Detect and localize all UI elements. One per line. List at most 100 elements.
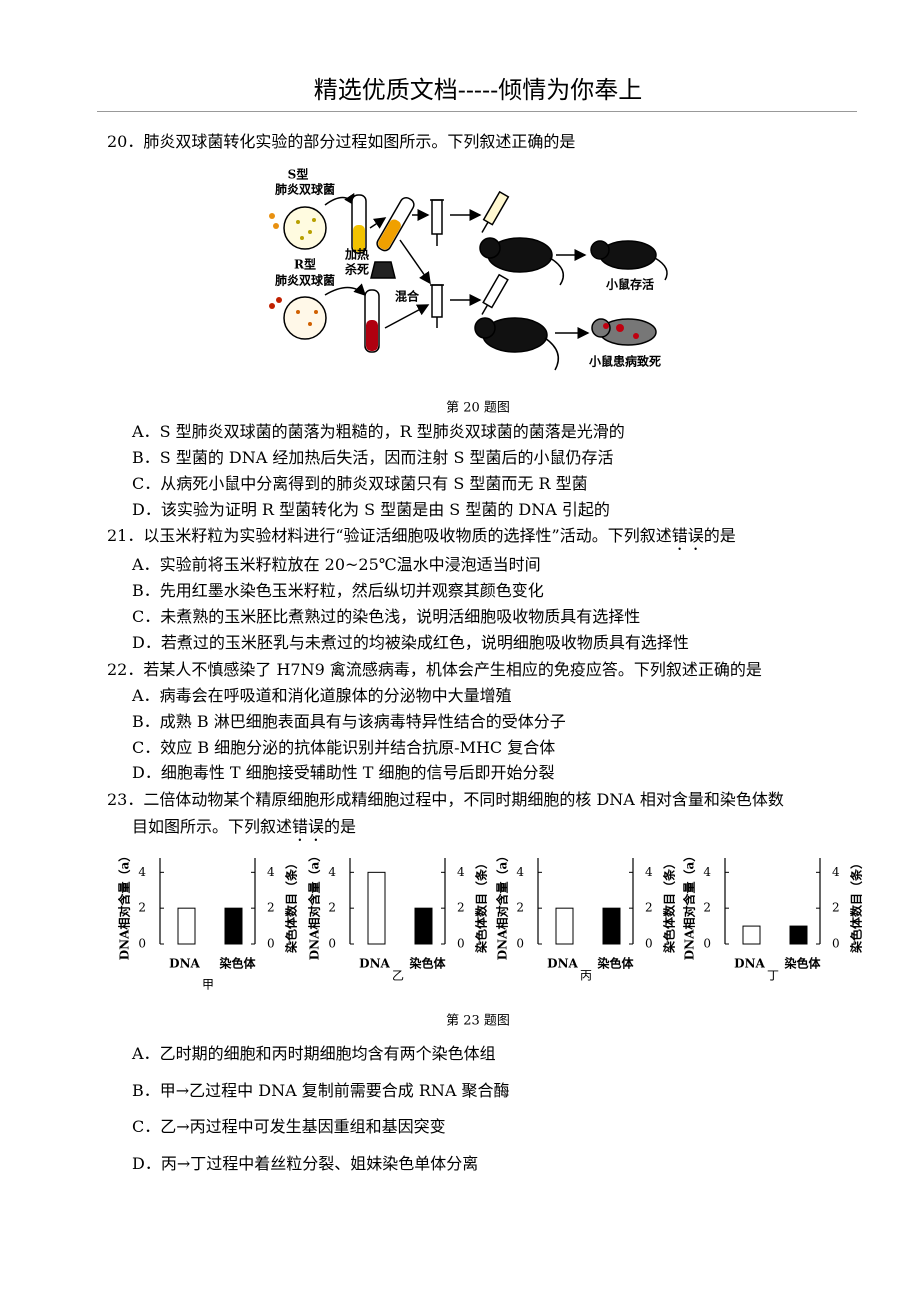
figure-label: 混合: [395, 289, 420, 304]
text-line: C．从病死小鼠中分离得到的肺炎双球菌只有 S 型菌而无 R 型菌: [132, 473, 588, 495]
y2-tick-label: 2: [832, 901, 840, 915]
text-line: C．未煮熟的玉米胚比煮熟过的染色浅，说明活细胞吸收物质具有选择性: [132, 606, 640, 628]
y2-axis-label: 染色体数目（条）: [474, 857, 489, 954]
option-letter: D．: [132, 763, 161, 782]
emphasis: 错误: [671, 526, 704, 545]
figure-label: 小鼠存活: [606, 277, 654, 292]
figure-caption: 第 23 题图: [446, 1014, 510, 1029]
y2-tick-label: 0: [267, 937, 275, 951]
y2-tick-label: 0: [645, 937, 653, 951]
text-line: 目如图所示。下列叙述错误的是: [132, 816, 356, 845]
y2-tick-label: 4: [457, 865, 465, 879]
header-rule: [97, 111, 857, 112]
question-stem: 若某人不慎感染了 H7N9 禽流感病毒，机体会产生相应的免疫应答。下列叙述正确的…: [143, 660, 762, 679]
y2-tick-label: 0: [457, 937, 465, 951]
option-letter: A．: [132, 686, 160, 705]
option-letter: C．: [132, 474, 161, 493]
y2-tick-label: 4: [832, 865, 840, 879]
y-axis-label: DNA相对含量（a）: [307, 850, 322, 960]
text-line: C．乙→丙过程中可发生基因重组和基因突变: [132, 1116, 446, 1138]
question-stem: 以玉米籽粒为实验材料进行“验证活细胞吸收物质的选择性”活动。下列叙述: [143, 526, 672, 545]
option-letter: B．: [132, 581, 160, 600]
y2-tick-label: 2: [267, 901, 275, 915]
text-line: A．S 型肺炎双球菌的菌落为粗糙的，R 型肺炎双球菌的菌落是光滑的: [132, 421, 625, 443]
bar: [367, 871, 386, 945]
y2-axis-label: 染色体数目（条）: [849, 857, 864, 954]
panel-label: 丁: [767, 969, 779, 983]
y-tick-label: 4: [703, 865, 711, 879]
option-text: 实验前将玉米籽粒放在 20~25℃温水中浸泡适当时间: [159, 555, 541, 574]
y2-axis-label: 染色体数目（条）: [662, 857, 677, 954]
option-letter: B．: [132, 1081, 160, 1100]
option-text: 丙→丁过程中着丝粒分裂、姐妹染色单体分离: [160, 1154, 479, 1173]
x-tick-label: DNA: [547, 957, 578, 971]
option-text: 细胞毒性 T 细胞接受辅助性 T 细胞的信号后即开始分裂: [160, 763, 555, 782]
option-text: S 型肺炎双球菌的菌落为粗糙的，R 型肺炎双球菌的菌落是光滑的: [159, 422, 625, 441]
y-tick-label: 0: [516, 937, 524, 951]
text-line: B．先用红墨水染色玉米籽粒，然后纵切并观察其颜色变化: [132, 580, 544, 602]
text-line: D．细胞毒性 T 细胞接受辅助性 T 细胞的信号后即开始分裂: [132, 762, 555, 784]
emphasis: 错误: [292, 817, 325, 836]
y-axis-label: DNA相对含量（a）: [495, 850, 510, 960]
question-stem: 的是: [324, 817, 357, 836]
question-stem: 二倍体动物某个精原细胞形成精细胞过程中，不同时期细胞的核 DNA 相对含量和染色…: [143, 790, 784, 809]
option-text: 未煮熟的玉米胚比煮熟过的染色浅，说明活细胞吸收物质具有选择性: [160, 607, 641, 626]
y2-axis-label: 染色体数目（条）: [284, 857, 299, 954]
header-title: 精选优质文档-----倾情为你奉上: [313, 76, 643, 104]
figure-label: 加热: [344, 247, 369, 262]
y-tick-label: 2: [328, 901, 336, 915]
panel-label: 甲: [202, 978, 214, 992]
text-line: B．S 型菌的 DNA 经加热后失活，因而注射 S 型菌后的小鼠仍存活: [132, 447, 614, 469]
figure-label: 杀死: [345, 262, 369, 277]
option-letter: C．: [132, 607, 161, 626]
text-line: B．成熟 B 淋巴细胞表面具有与该病毒特异性结合的受体分子: [132, 711, 566, 733]
option-letter: B．: [132, 448, 160, 467]
option-text: 先用红墨水染色玉米籽粒，然后纵切并观察其颜色变化: [159, 581, 544, 600]
x-tick-label: 染色体: [218, 956, 256, 971]
figure-caption: 第 20 题图: [446, 401, 510, 416]
arrow: [324, 192, 356, 207]
option-letter: D．: [132, 1154, 161, 1173]
x-tick-label: 染色体: [408, 956, 446, 971]
x-tick-label: 染色体: [596, 956, 634, 971]
option-text: 乙→丙过程中可发生基因重组和基因突变: [160, 1117, 446, 1136]
option-text: 若煮过的玉米胚乳与未煮过的均被染成红色，说明细胞吸收物质具有选择性: [160, 633, 689, 652]
y-tick-label: 2: [138, 901, 146, 915]
question-stem: 目如图所示。下列叙述: [132, 817, 293, 836]
option-letter: D．: [132, 500, 161, 519]
question-number: 20．: [107, 132, 144, 151]
bar: [555, 907, 574, 945]
text-line: 23．二倍体动物某个精原细胞形成精细胞过程中，不同时期细胞的核 DNA 相对含量…: [107, 789, 784, 811]
y-tick-label: 0: [328, 937, 336, 951]
text-line: 22．若某人不慎感染了 H7N9 禽流感病毒，机体会产生相应的免疫应答。下列叙述…: [107, 659, 762, 681]
option-text: 从病死小鼠中分离得到的肺炎双球菌只有 S 型菌而无 R 型菌: [160, 474, 588, 493]
panel-label: 乙: [392, 969, 404, 983]
experiment-diagram: [269, 190, 668, 371]
y-axis-label: DNA相对含量（a）: [682, 850, 697, 960]
text-line: A．病毒会在呼吸道和消化道腺体的分泌物中大量增殖: [132, 685, 512, 707]
bar: [602, 907, 621, 945]
text-line: D．该实验为证明 R 型菌转化为 S 型菌是由 S 型菌的 DNA 引起的: [132, 499, 610, 521]
option-text: 乙时期的细胞和丙时期细胞均含有两个染色体组: [159, 1044, 496, 1063]
figure-label: 小鼠患病致死: [589, 354, 661, 369]
y-tick-label: 0: [138, 937, 146, 951]
option-letter: A．: [132, 1044, 160, 1063]
figure-label: 肺炎双球菌: [275, 273, 335, 288]
text-line: D．丙→丁过程中着丝粒分裂、姐妹染色单体分离: [132, 1153, 478, 1175]
x-tick-label: DNA: [169, 957, 200, 971]
option-text: 甲→乙过程中 DNA 复制前需要合成 RNA 聚合酶: [159, 1081, 510, 1100]
text-line: C．效应 B 细胞分泌的抗体能识别并结合抗原-MHC 复合体: [132, 737, 555, 759]
bar: [789, 925, 808, 945]
x-tick-label: DNA: [734, 957, 765, 971]
bar: [742, 925, 761, 945]
x-tick-label: 染色体: [783, 956, 821, 971]
text-line: A．乙时期的细胞和丙时期细胞均含有两个染色体组: [132, 1043, 496, 1065]
option-letter: D．: [132, 633, 161, 652]
option-letter: B．: [132, 712, 160, 731]
text-line: A．实验前将玉米籽粒放在 20~25℃温水中浸泡适当时间: [132, 554, 541, 576]
figure-label: 肺炎双球菌: [275, 182, 335, 197]
option-text: 病毒会在呼吸道和消化道腺体的分泌物中大量增殖: [159, 686, 512, 705]
y-axis-label: DNA相对含量（a）: [117, 850, 132, 960]
